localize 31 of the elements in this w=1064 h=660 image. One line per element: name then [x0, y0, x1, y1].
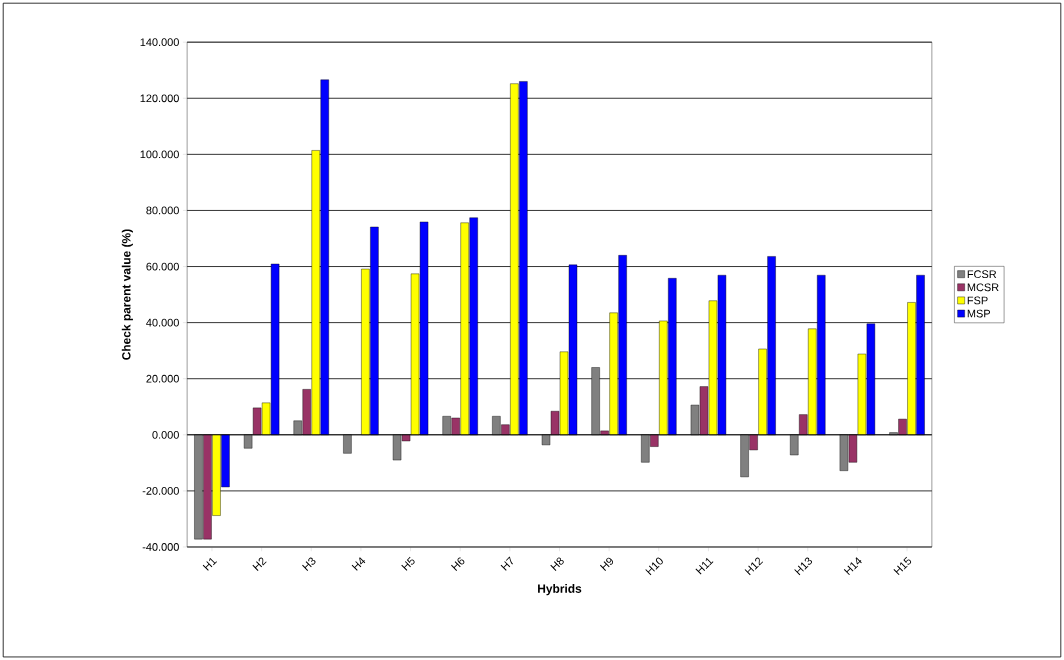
legend-label: MSP — [967, 309, 991, 318]
x-tick-label: H8 — [550, 557, 564, 571]
x-tick-label: H11 — [695, 557, 714, 575]
y-tick-label: 100.000 — [140, 150, 179, 159]
y-tick-label: 120.000 — [140, 94, 179, 103]
x-tick-label: H13 — [794, 557, 813, 576]
y-tick-label: 140.000 — [140, 38, 179, 46]
legend-label: FCSR — [967, 270, 997, 279]
x-tick-label: H15 — [893, 556, 912, 576]
y-tick-label: 20.000 — [146, 374, 179, 383]
y-tick-label: 60.000 — [146, 262, 179, 271]
y-tick-label: -40.000 — [142, 543, 179, 551]
x-tick-label: H3 — [302, 557, 316, 571]
x-tick-label: H9 — [599, 557, 614, 571]
x-tick-label: H7 — [500, 556, 513, 571]
y-tick-label: 80.000 — [146, 206, 179, 215]
y-tick-label: 0.000 — [152, 430, 179, 439]
y-axis-title: Check parent value (%) — [121, 229, 133, 360]
x-tick-label: H14 — [843, 557, 862, 576]
x-tick-label: H5 — [401, 556, 415, 571]
y-tick-label: 40.000 — [146, 318, 179, 327]
x-tick-label: H10 — [645, 557, 663, 576]
y-tick-label: -20.000 — [142, 486, 179, 495]
x-tick-label: H2 — [252, 557, 267, 571]
x-tick-label: H4 — [351, 557, 366, 571]
x-axis-title: Hybrids — [538, 584, 582, 596]
legend-label: FSP — [967, 296, 988, 305]
legend-label: MCSR — [967, 283, 999, 292]
x-tick-label: H12 — [744, 557, 764, 576]
x-tick-label: H1 — [202, 557, 217, 571]
x-tick-label: H6 — [451, 557, 465, 571]
